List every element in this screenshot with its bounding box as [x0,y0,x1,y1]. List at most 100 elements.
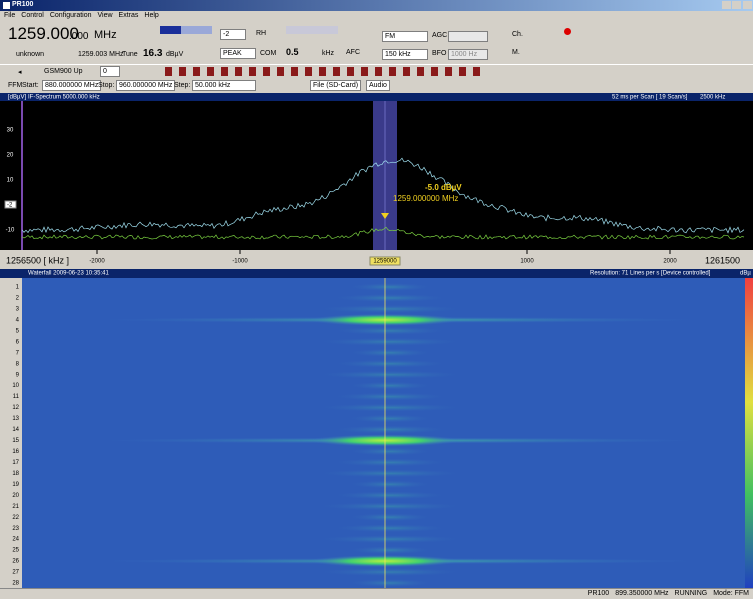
burst-faint [350,546,430,555]
burst-faint [320,337,460,346]
minimize[interactable] [722,1,731,9]
waterfall: 1234567891011121314151617181920212223242… [0,278,753,588]
menu-item[interactable]: Control [21,12,44,19]
burst-faint [320,370,460,379]
row-label: 19 [12,482,19,488]
row-label: 4 [16,317,20,323]
row-label: 6 [16,339,20,345]
spectrum-unit: [dBµV] [8,95,26,101]
row-label: 2 [16,296,20,302]
level-unit: dBµV [166,51,184,58]
menu-bar: File Control Configuration View Extras Help [4,12,159,21]
waterfall-unit: dBµ [740,271,751,277]
menu-item[interactable]: Help [144,12,159,19]
toolbar-icons[interactable] [165,67,485,76]
burst-faint [350,447,430,456]
title-bar: PR100 [0,0,753,11]
burst-faint [335,425,445,434]
menu-item[interactable]: View [97,12,113,19]
afc[interactable]: AFC [346,49,360,56]
record-icon[interactable] [564,28,571,35]
app-icon [3,2,10,9]
ref-label: -2 [7,203,13,209]
bandwidth[interactable]: 150 kHz [382,49,428,60]
span[interactable]: 2500 kHz [700,95,725,101]
marker[interactable] [381,213,389,219]
x-right: 1261500 [705,255,740,265]
burst-faint [335,524,445,533]
start[interactable]: 880.000000 MHz [42,80,102,91]
freq-unit: MHz [94,29,117,41]
burst-faint [320,403,460,412]
bfo: BFO [432,50,447,57]
status-bar: PR100 899.350000 MHz RUNNING Mode: FFM [0,588,753,598]
spectrum-header [0,93,753,101]
row-label: 16 [12,449,19,455]
row-axis [0,278,22,588]
y-tick-label: 30 [7,128,14,134]
agc[interactable]: AGC [432,32,448,39]
audio[interactable]: Audio [366,80,390,91]
menu-item[interactable]: Extras [118,12,139,19]
menu-item[interactable]: File [4,12,16,19]
ffm-bar: FFM Start: 880.000000 MHz Stop: 960.0000… [0,80,753,92]
step[interactable]: 50.000 kHz [192,80,256,91]
band-value[interactable]: 0 [100,66,120,77]
row-label: 28 [12,581,19,587]
row-label: 1 [16,285,20,291]
burst-faint [350,414,430,423]
step-label2: Step: [174,82,191,89]
attenuation[interactable]: -2 [220,29,246,40]
spectrum-title: IF-Spectrum 5000.000 kHz [28,95,100,101]
stop-label: Stop: [98,82,115,89]
burst-faint [335,392,445,401]
scan-info: 52 ms per Scan [ 19 Scan/s] [612,95,688,101]
burst-faint [335,293,445,302]
row-label: 15 [12,438,19,444]
row-label: 3 [16,307,20,313]
burst-faint [350,579,430,587]
freq-main: 1259.000 [8,24,79,43]
step-value: 0.5 [286,47,299,57]
ffm-mode: FFM [8,82,23,89]
row-label: 10 [12,383,19,389]
trace-clear [21,157,745,234]
maximize[interactable] [732,1,741,9]
window-title: PR100 [12,1,34,8]
freq-sub[interactable]: 1259.003 MHz [78,51,124,58]
channel[interactable]: Ch. [512,31,523,38]
burst-faint [335,326,445,335]
burst-faint [350,348,430,357]
rf-label: RH [256,30,267,37]
burst-faint [320,535,460,544]
memory[interactable]: M. [512,49,520,56]
step-unit: kHz [322,50,335,57]
burst-faint [335,359,445,368]
close[interactable] [743,1,752,9]
detector[interactable]: PEAK [220,48,256,59]
toolbar2: ◂ GSM900 Up 0 [0,64,753,79]
demod[interactable]: FM [382,31,428,42]
record-target[interactable]: File (SD-Card) [310,80,362,91]
status-frequency: 899.350000 MHz [615,590,669,597]
ref-box[interactable] [4,200,17,209]
x-tick-label: -1000 [232,259,248,265]
bfo-value[interactable]: 1000 Hz [448,49,488,60]
menu-item[interactable]: Configuration [49,12,92,19]
row-label: 11 [13,394,20,400]
center-box[interactable] [369,256,401,266]
stop[interactable]: 960.000000 MHz [116,80,176,91]
row-label: 27 [12,570,19,576]
status-mode: Mode: FFM [713,590,749,597]
waterfall-title: Waterfall 2009-06-23 10:35:41 [28,271,109,277]
burst-faint [335,491,445,500]
row-label: 17 [12,460,19,466]
band[interactable]: GSM900 Up [44,68,83,75]
row-label: 20 [12,493,19,499]
x-center: 1259000 [373,259,397,265]
row-label: 18 [12,471,19,477]
row-label: 24 [12,537,19,543]
tune[interactable]: Tune [122,51,138,58]
x-tick-label: 1000 [520,259,534,265]
agc-box[interactable] [448,31,488,42]
